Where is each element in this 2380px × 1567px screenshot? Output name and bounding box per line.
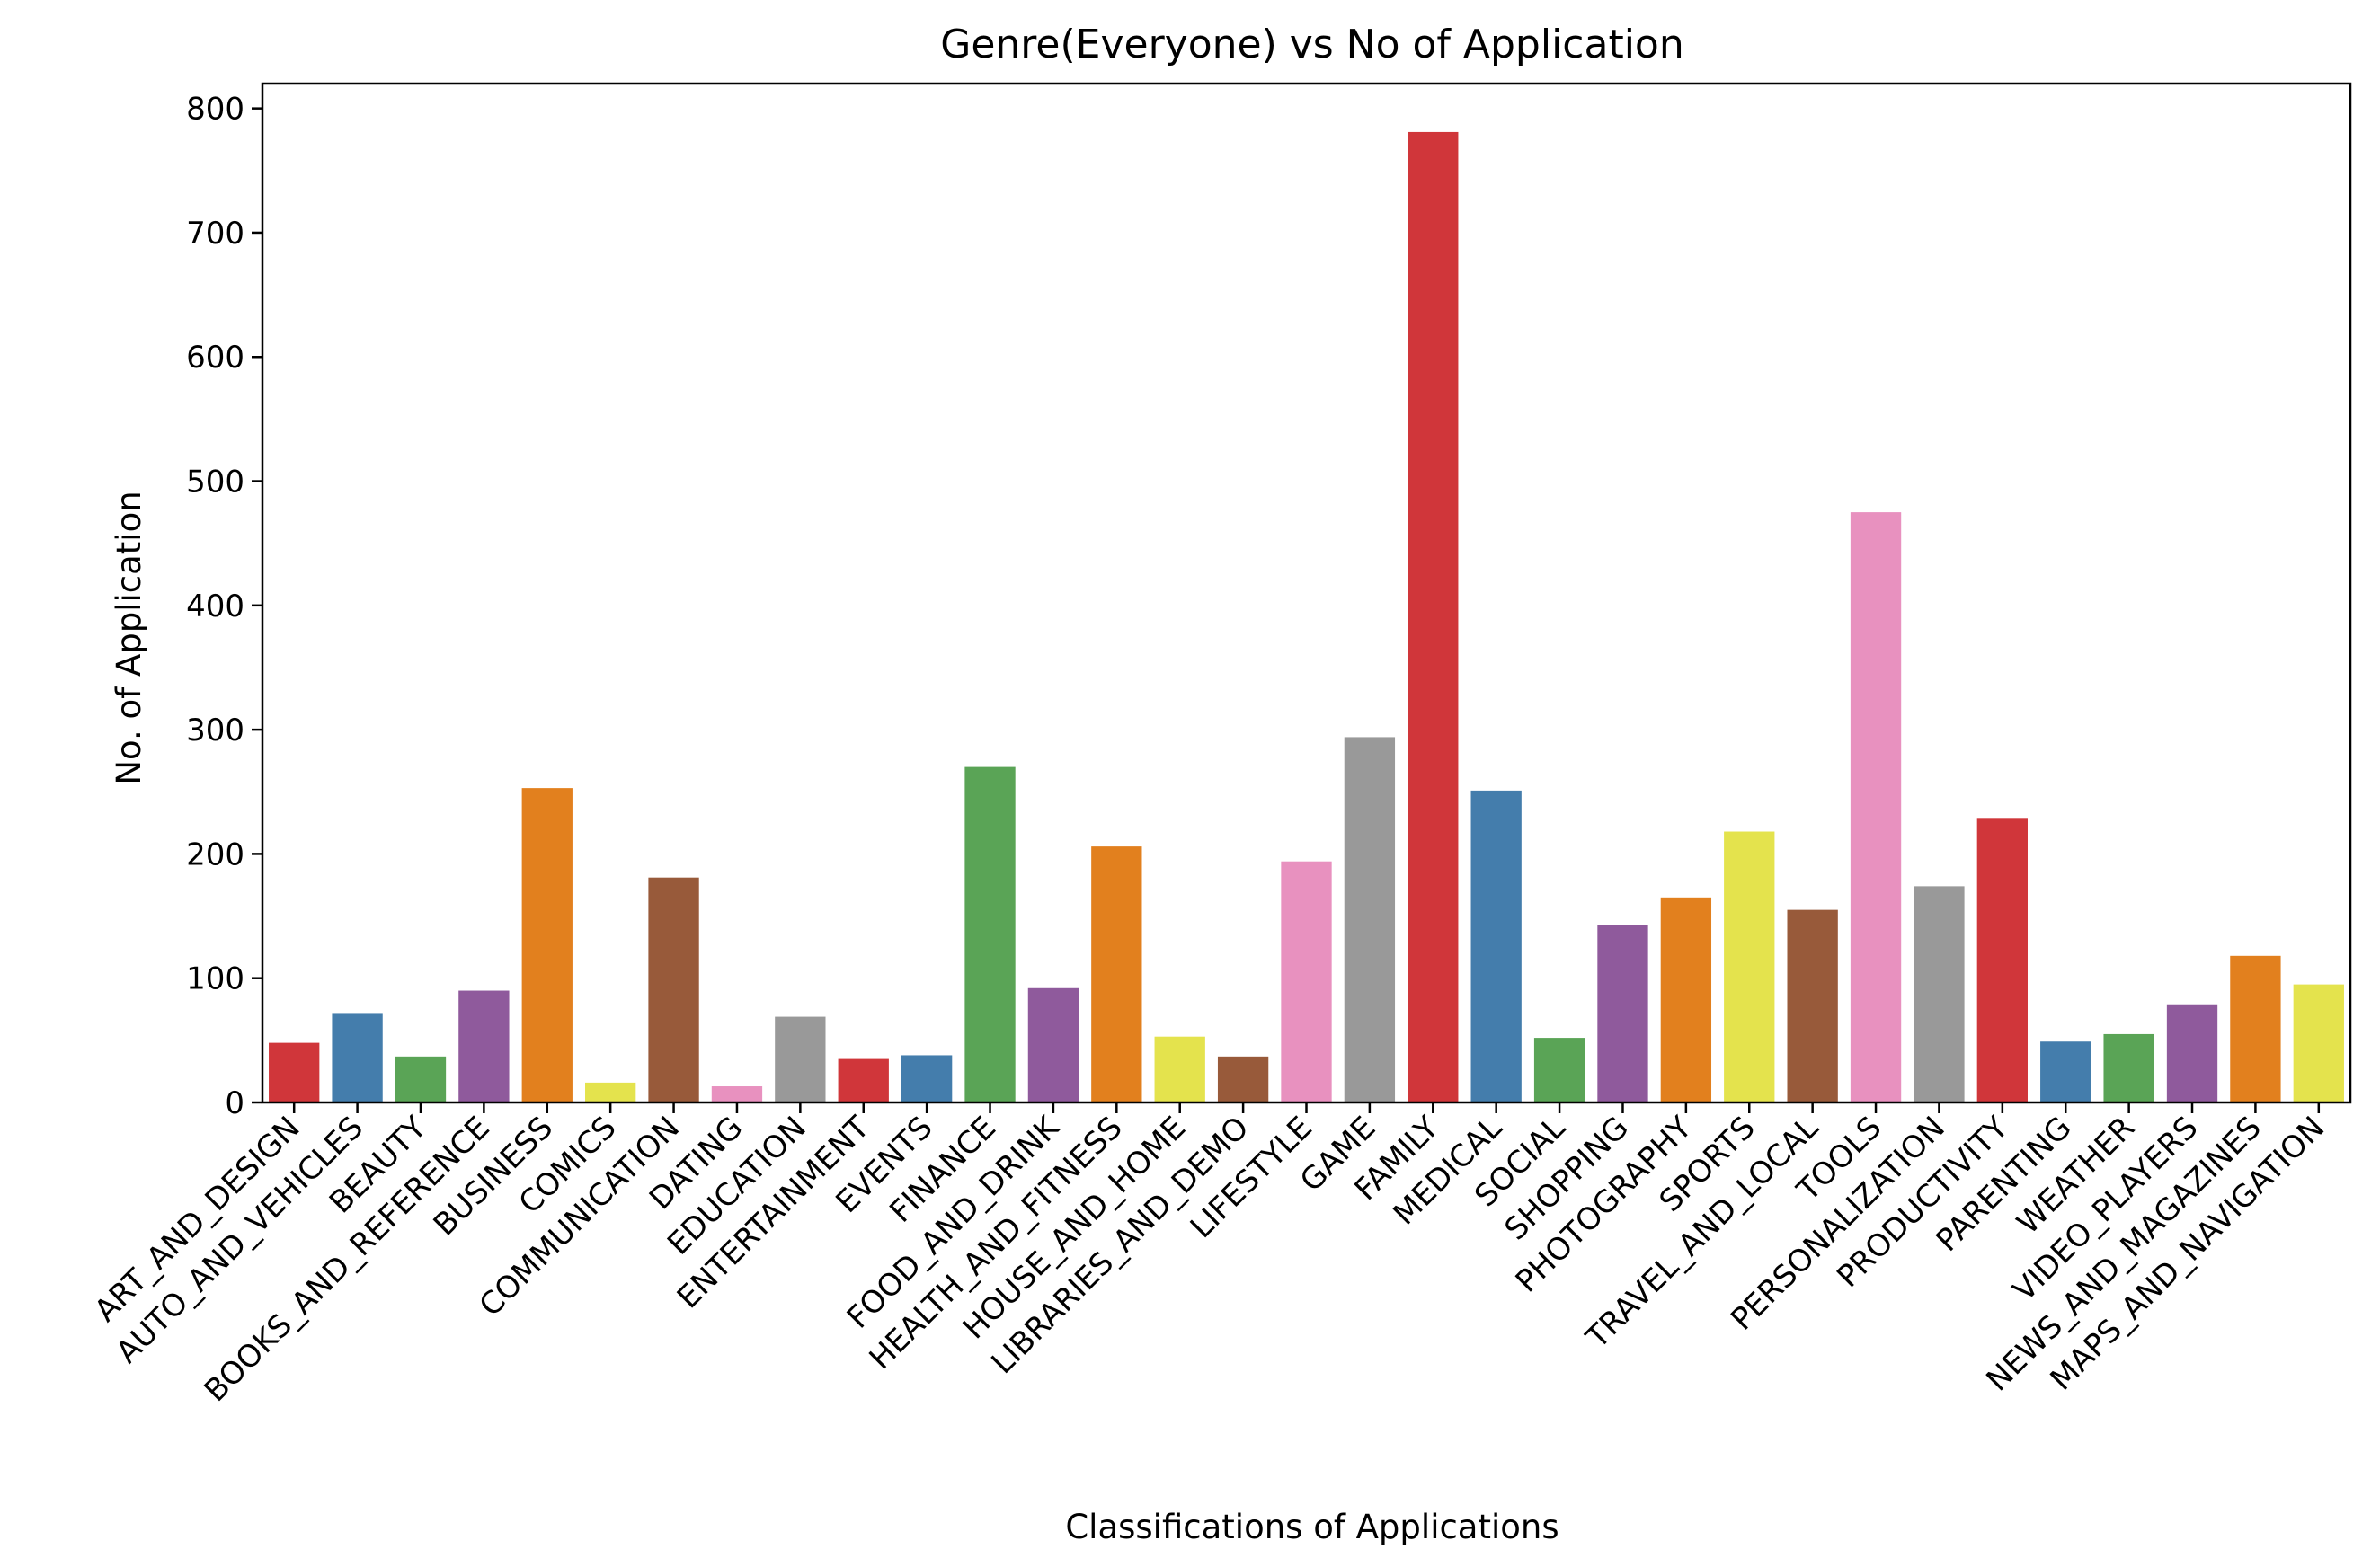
bar-maps-and-navigation [2293, 984, 2344, 1102]
bar-health-and-fitness [1091, 846, 1142, 1102]
bar-parenting [2040, 1041, 2091, 1102]
y-tick-label: 300 [186, 713, 244, 748]
y-tick-label: 700 [186, 216, 244, 252]
bar-communication [648, 877, 699, 1102]
bar-productivity [1976, 818, 2028, 1102]
y-tick-label: 100 [186, 961, 244, 997]
bar-education [775, 1016, 826, 1102]
bar-business [521, 788, 573, 1102]
y-tick-label: 500 [186, 465, 244, 500]
bar-auto-and-vehicles [332, 1013, 383, 1102]
bar-photography [1660, 897, 1712, 1102]
y-tick-label: 400 [186, 589, 244, 624]
bar-sports [1724, 831, 1775, 1102]
bar-libraries-and-demo [1217, 1056, 1269, 1102]
bar-house-and-home [1154, 1036, 1205, 1102]
bar-events [901, 1055, 953, 1102]
bar-finance [964, 766, 1016, 1102]
bar-books-and-reference [458, 990, 510, 1102]
bar-travel-and-local [1787, 909, 1838, 1102]
bar-social [1533, 1038, 1585, 1102]
bar-food-and-drink [1027, 987, 1079, 1102]
bar-game [1344, 737, 1396, 1102]
bar-weather [2103, 1033, 2154, 1102]
y-axis-label: No. of Application [110, 491, 148, 784]
bar-beauty [395, 1056, 447, 1102]
bars-group [269, 131, 2344, 1103]
bar-lifestyle [1281, 861, 1332, 1102]
bar-video-players [2166, 1004, 2218, 1102]
bar-family [1408, 131, 1459, 1103]
x-axis-ticks: ART_AND_DESIGNAUTO_AND_VEHICLESBEAUTYBOO… [88, 1102, 2331, 1409]
y-tick-label: 200 [186, 837, 244, 872]
x-tick-label-auto-and-vehicles: AUTO_AND_VEHICLES [110, 1110, 370, 1370]
y-axis-ticks: 0 100 200 300 400 500 600 700 800 [186, 92, 262, 1121]
bar-comics [585, 1082, 636, 1102]
plot-frame [261, 82, 2352, 1104]
bar-art-and-design [269, 1042, 320, 1102]
bar-entertainment [838, 1058, 889, 1102]
bar-medical [1470, 790, 1522, 1102]
bar-shopping [1597, 925, 1648, 1102]
bar-tools [1850, 512, 1902, 1102]
bar-dating [711, 1086, 763, 1102]
bar-news-and-magazines [2230, 955, 2281, 1102]
y-tick-label: 600 [186, 340, 244, 376]
y-tick-label: 0 [225, 1085, 244, 1121]
chart-title: Genre(Everyone) vs No of Application [940, 22, 1684, 67]
x-axis-label: Classifications of Applications [1065, 1508, 1559, 1546]
y-tick-label: 800 [186, 92, 244, 128]
bar-personalization [1914, 886, 1965, 1102]
